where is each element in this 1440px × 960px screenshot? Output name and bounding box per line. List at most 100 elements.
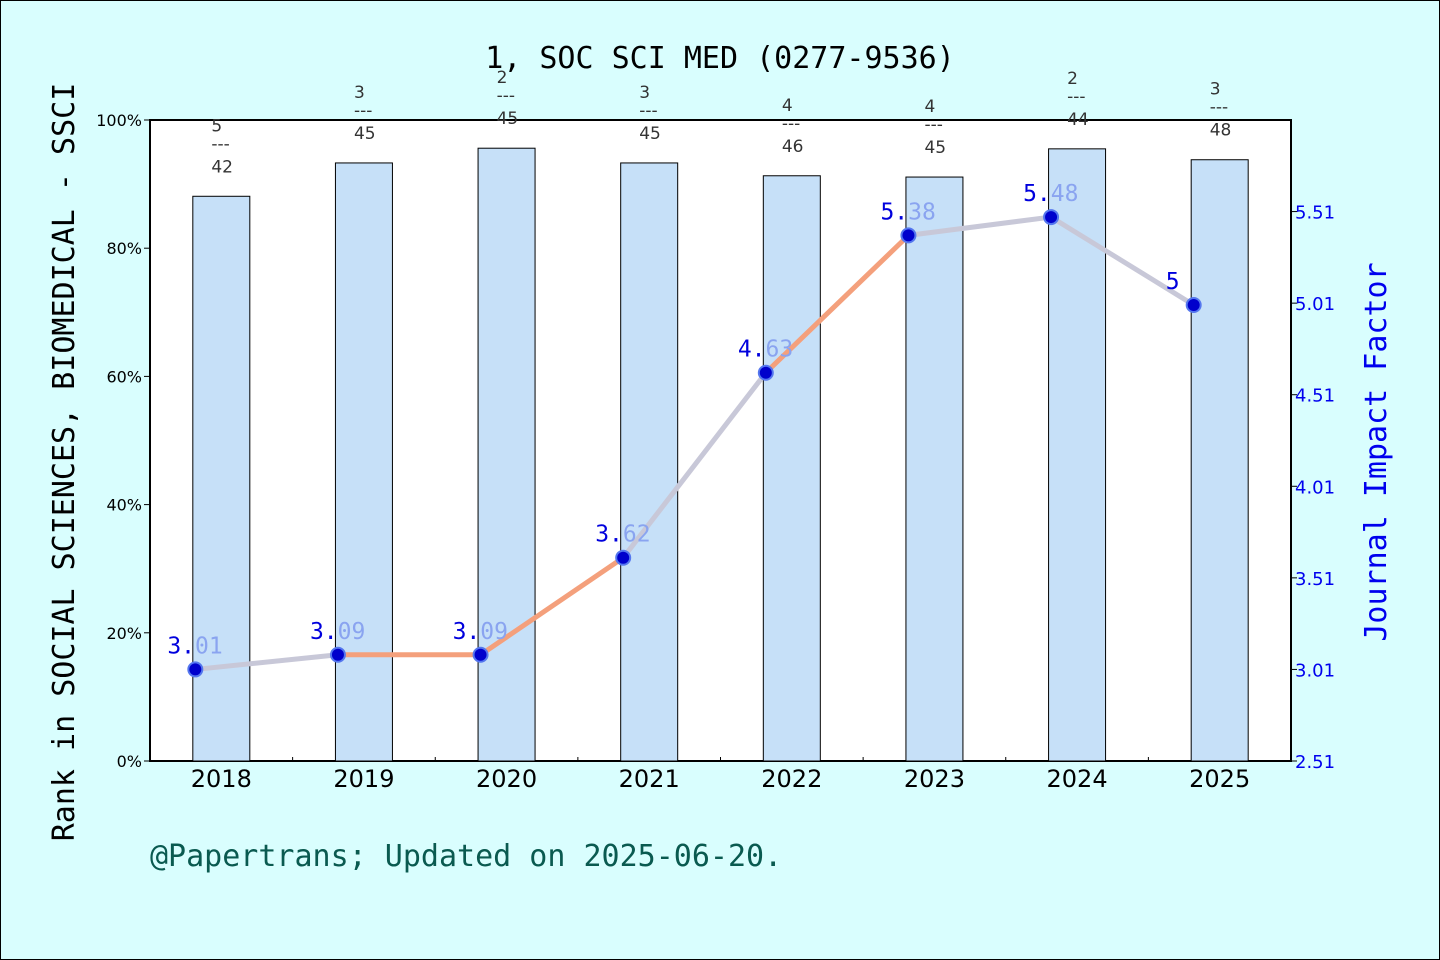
label-part-1: 3. [453, 619, 481, 645]
label-part-1: 3. [310, 619, 338, 645]
y-tick-label: 40% [106, 496, 142, 515]
rank-separator: --- [211, 134, 229, 154]
rank-denominator: 45 [354, 124, 376, 144]
impact-factor-series: 3.013.09 3.093.624.635.385.485 [167, 181, 1202, 678]
data-point [329, 646, 346, 663]
rank-numerator: 3 [354, 83, 365, 103]
chart-title: 1, SOC SCI MED (0277-9536) [485, 41, 955, 76]
rank-denominator: 46 [782, 137, 804, 157]
label-part-1: 4. [738, 337, 766, 363]
rank-denominator: 45 [639, 124, 661, 144]
x-tick-label: 2020 [476, 765, 537, 793]
impact-factor-label: 5 [1166, 269, 1180, 295]
rank-separator: --- [1067, 87, 1085, 107]
y-tick-label: 0% [117, 752, 142, 771]
bar [1048, 148, 1107, 762]
y-tick-label: 80% [106, 239, 142, 258]
label-part-2: 62 [623, 522, 651, 548]
plot-area [149, 119, 1292, 762]
data-point [187, 661, 204, 678]
bar [762, 175, 821, 762]
rank-numerator: 2 [1067, 69, 1078, 89]
rank-separator: --- [639, 101, 657, 121]
rank-separator: --- [924, 115, 942, 135]
impact-factor-label: 3.09 [310, 619, 365, 645]
label-part-2: 09 [480, 619, 508, 645]
x-axis-ticks: 2018 2019 2020 2021 2022 2023 2024 2025 [191, 757, 1250, 793]
data-point [1185, 296, 1202, 313]
impact-factor-label: 5.48 [1023, 181, 1078, 207]
impact-factor-label: 3.62 [595, 522, 650, 548]
label-part-2: 09 [338, 619, 366, 645]
bar [334, 162, 393, 762]
x-tick-label: 2018 [191, 765, 252, 793]
line-segment [620, 370, 769, 561]
data-point [472, 646, 489, 663]
y-tick-label: 60% [106, 367, 142, 386]
bar-series [192, 147, 1249, 762]
rank-denominator: 45 [497, 109, 519, 129]
rank-numerator: 3 [1210, 80, 1221, 100]
rank-labels: 5---423---452---453---454---464---452---… [211, 68, 1231, 177]
x-tick-label: 2025 [1189, 765, 1250, 793]
right-axis-ticks: 2.51 3.01 3.51 4.01 4.51 5.01 5.51 [1291, 203, 1335, 773]
rank-separator: --- [1210, 98, 1228, 118]
label-part-2: 38 [908, 199, 936, 225]
right-tick-label: 3.51 [1295, 569, 1335, 590]
rank-denominator: 42 [211, 157, 233, 177]
data-point [757, 364, 774, 381]
right-tick-label: 2.51 [1295, 752, 1335, 773]
y-tick-label: 20% [106, 624, 142, 643]
x-tick-label: 2021 [619, 765, 680, 793]
impact-factor-label: 3.09 [453, 619, 508, 645]
bar [192, 195, 251, 762]
right-tick-label: 3.01 [1295, 660, 1335, 681]
x-tick-label: 2022 [761, 765, 822, 793]
line-segment [763, 232, 911, 376]
y-axis-label: Rank in SOCIAL SCIENCES, BIOMEDICAL - SS… [47, 83, 82, 842]
label-part-1: 5 [1166, 269, 1180, 295]
label-part-1: 3. [595, 522, 623, 548]
line-segment [1048, 214, 1197, 308]
right-tick-label: 4.01 [1295, 477, 1335, 498]
y-axis-label-right: Journal Impact Factor [1359, 262, 1394, 641]
label-part-1: 3. [167, 633, 195, 659]
label-part-2: 63 [766, 337, 794, 363]
label-part-2: 48 [1051, 181, 1079, 207]
right-tick-label: 5.01 [1295, 294, 1335, 315]
x-tick-label: 2023 [904, 765, 965, 793]
rank-separator: --- [782, 114, 800, 134]
bar [1190, 159, 1249, 762]
rank-numerator: 4 [782, 96, 793, 116]
data-point [1043, 209, 1060, 226]
rank-numerator: 5 [211, 116, 222, 136]
line-segment [478, 555, 626, 658]
bar [905, 176, 964, 762]
data-point [900, 227, 917, 244]
bar [477, 147, 536, 762]
impact-factor-label: 3.01 [167, 633, 222, 659]
rank-numerator: 3 [639, 83, 650, 103]
rank-denominator: 48 [1210, 121, 1232, 141]
data-point [615, 549, 632, 566]
right-tick-label: 4.51 [1295, 386, 1335, 407]
line-segment [905, 214, 1054, 238]
rank-numerator: 2 [497, 68, 508, 88]
x-tick-label: 2019 [333, 765, 394, 793]
y-axis-ticks: 0% 20% 40% 60% 80% 100% [96, 111, 150, 771]
bar [620, 162, 679, 762]
label-part-1: 5. [1023, 181, 1051, 207]
footer-note: @Papertrans; Updated on 2025-06-20. [150, 839, 782, 874]
rank-separator: --- [497, 86, 515, 106]
rank-denominator: 45 [924, 138, 946, 158]
label-part-1: 5. [880, 199, 908, 225]
line-segment [192, 652, 341, 672]
x-tick-label: 2024 [1047, 765, 1108, 793]
rank-denominator: 44 [1067, 110, 1089, 130]
rank-numerator: 4 [924, 97, 935, 117]
rank-separator: --- [354, 101, 372, 121]
right-tick-label: 5.51 [1295, 203, 1335, 224]
impact-factor-label: 5.38 [880, 199, 935, 225]
label-part-2: 01 [195, 633, 223, 659]
